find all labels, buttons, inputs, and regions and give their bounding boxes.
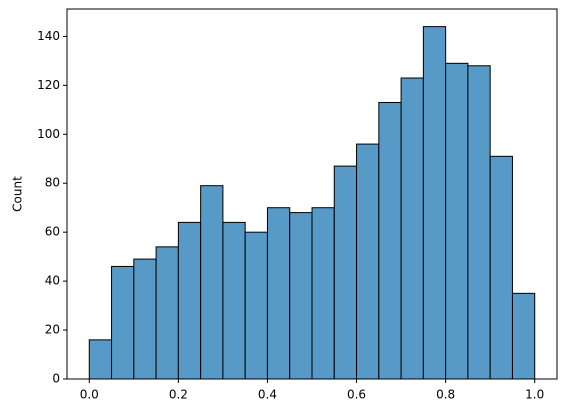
bar: [111, 265, 135, 380]
y-tick-label: 80: [45, 176, 60, 190]
x-tick-label: 0.8: [436, 388, 455, 402]
y-tick-label: 0: [52, 372, 60, 386]
x-tick-label: 0.4: [258, 388, 277, 402]
y-axis-label: Count: [11, 176, 25, 212]
bar: [489, 155, 513, 380]
bar: [356, 143, 380, 380]
bar: [311, 207, 335, 380]
bar: [378, 101, 402, 380]
bar: [333, 165, 358, 380]
x-tick-label: 1.0: [525, 388, 544, 402]
bar: [155, 246, 179, 380]
y-tick-label: 20: [45, 323, 60, 337]
bar: [88, 339, 113, 380]
x-tick-label: 0.0: [80, 388, 99, 402]
bar: [289, 212, 313, 380]
y-tick-label: 120: [37, 78, 60, 92]
bar: [244, 231, 268, 380]
y-tick-label: 100: [37, 127, 60, 141]
bar: [133, 258, 157, 380]
bar: [400, 77, 424, 380]
bar: [266, 207, 291, 380]
bar: [467, 65, 491, 380]
bar: [511, 292, 536, 380]
bar: [222, 221, 246, 380]
bar: [200, 185, 224, 380]
y-tick-label: 40: [45, 274, 60, 288]
y-tick-label: 60: [45, 225, 60, 239]
plot-frame: [66, 8, 558, 380]
x-tick-label: 0.6: [347, 388, 366, 402]
x-tick-label: 0.2: [169, 388, 188, 402]
y-tick-label: 140: [37, 29, 60, 43]
bar: [422, 26, 447, 380]
bar: [445, 62, 469, 380]
bar: [177, 221, 202, 380]
